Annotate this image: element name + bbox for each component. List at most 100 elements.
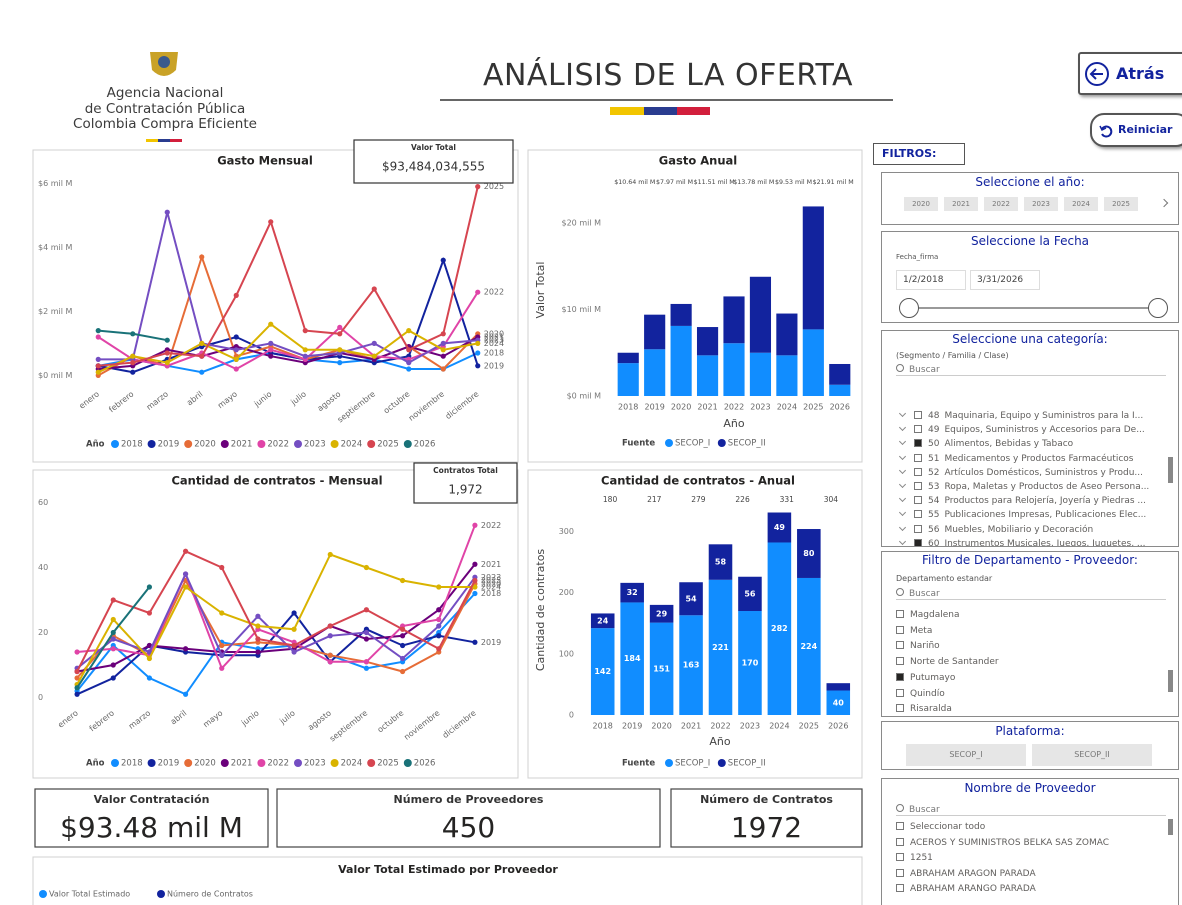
- department-item[interactable]: Nariño: [896, 641, 940, 651]
- logo-line: Colombia Compra Eficiente: [73, 116, 257, 132]
- series-point: [363, 607, 370, 613]
- provider-item[interactable]: ABRAHAM ARANGO PARADA: [896, 884, 1036, 894]
- legend-label: 2019: [158, 440, 180, 450]
- category-item[interactable]: 55 Publicaciones Impresas, Publicaciones …: [898, 509, 1146, 520]
- series-point: [146, 675, 153, 681]
- department-label: Nariño: [910, 641, 940, 652]
- provider-label: 1251: [910, 853, 933, 863]
- legend-label: 2025: [377, 440, 399, 450]
- logo: [146, 52, 182, 142]
- scroll-arrow[interactable]: [1159, 198, 1169, 208]
- category-item[interactable]: 51 Medicamentos y Productos Farmacéuticos: [898, 452, 1134, 464]
- platform-chip[interactable]: SECOP_I: [906, 744, 1026, 766]
- series-point: [268, 219, 274, 225]
- total-label: 331: [780, 495, 795, 504]
- series-point: [436, 607, 442, 613]
- department-item[interactable]: Meta: [896, 625, 932, 636]
- series-point: [146, 610, 153, 616]
- x-tick-label: 2022: [724, 403, 744, 412]
- category-item[interactable]: 54 Productos para Relojería, Joyería y Pi…: [898, 495, 1146, 506]
- total-label: $13.78 mil M: [733, 179, 774, 186]
- series-point: [110, 616, 116, 623]
- category-item[interactable]: 56 Muebles, Mobiliario y Decoración: [898, 523, 1093, 535]
- kpi-label: Valor Contratación: [94, 793, 210, 806]
- department-item[interactable]: Putumayo: [896, 672, 955, 683]
- series-point: [95, 328, 101, 334]
- category-item[interactable]: 48 Maquinaria, Equipo y Suministros para …: [898, 409, 1143, 421]
- department-item[interactable]: Risaralda: [896, 704, 952, 714]
- series-point: [95, 334, 101, 340]
- category-code: 49: [928, 425, 940, 436]
- series-point: [440, 331, 446, 337]
- series-point: [199, 369, 205, 375]
- platform-chip[interactable]: SECOP_II: [1032, 744, 1152, 766]
- slider-handle[interactable]: [899, 298, 919, 318]
- series-point: [472, 577, 478, 584]
- category-item[interactable]: 49 Equipos, Suministros y Accesorios para…: [898, 424, 1145, 436]
- title-flag-yellow: [610, 107, 644, 115]
- bar-segment: [649, 604, 674, 623]
- category-item[interactable]: 60 Instrumentos Musicales, Juegos, Juguet…: [898, 537, 1146, 546]
- series-point: [74, 668, 80, 675]
- y-tick-label: $0 mil M: [567, 392, 602, 401]
- series-point: [440, 340, 446, 346]
- scrollbar[interactable]: [1168, 457, 1173, 483]
- category-label: Alimentos, Bebidas y Tabaco: [944, 439, 1074, 450]
- year-chip[interactable]: 2024: [1064, 197, 1098, 211]
- category-code: 48: [928, 411, 940, 421]
- back-button[interactable]: Atrás: [1078, 52, 1182, 95]
- bar-segment: [620, 582, 644, 603]
- provider-item[interactable]: ABRAHAM ARAGON PARADA: [896, 868, 1036, 879]
- series-point: [440, 257, 446, 263]
- provider-item[interactable]: Seleccionar todo: [896, 822, 985, 832]
- y-tick-label: $6 mil M: [38, 179, 73, 188]
- provider-item[interactable]: 1251: [896, 853, 933, 863]
- x-tick-label: 2020: [671, 403, 691, 412]
- series-point: [268, 353, 274, 359]
- checkbox: [896, 688, 904, 697]
- legend-label: 2022: [267, 759, 289, 769]
- kpi-label: Número de Proveedores: [394, 793, 544, 806]
- year-chip[interactable]: 2021: [944, 197, 978, 211]
- category-item[interactable]: 50 Alimentos, Bebidas y Tabaco: [898, 438, 1074, 450]
- legend-swatch: [111, 759, 119, 767]
- year-chip[interactable]: 2025: [1104, 197, 1138, 211]
- series-point: [337, 360, 343, 366]
- total-label: 304: [824, 495, 839, 504]
- series-point: [363, 659, 370, 665]
- year-chip[interactable]: 2023: [1024, 197, 1058, 211]
- reset-button[interactable]: Reiniciar: [1090, 113, 1182, 147]
- year-chip[interactable]: 2022: [984, 197, 1018, 211]
- category-item[interactable]: 53 Ropa, Maletas y Productos de Aseo Pers…: [898, 480, 1149, 492]
- slider-handle[interactable]: [1148, 298, 1168, 318]
- series-point: [268, 340, 274, 346]
- y-tick-label: 200: [559, 588, 574, 597]
- series-point: [406, 347, 412, 353]
- slicer-title: Seleccione el año:: [975, 175, 1085, 189]
- bar-value-label: 80: [803, 549, 815, 558]
- bar-value-label: 32: [627, 588, 638, 597]
- department-item[interactable]: Quindío: [896, 688, 945, 699]
- department-item[interactable]: Norte de Santander: [896, 657, 999, 667]
- year-chip[interactable]: 2020: [904, 197, 938, 211]
- search-box[interactable]: Buscar: [896, 588, 1166, 600]
- scrollbar[interactable]: [1168, 670, 1173, 692]
- checkbox: [896, 868, 904, 877]
- date-end[interactable]: 3/31/2026: [970, 270, 1040, 290]
- date-start[interactable]: 1/2/2018: [896, 270, 966, 290]
- search-box[interactable]: Buscar: [896, 364, 1166, 376]
- x-axis-title: Año: [723, 417, 744, 430]
- series-line: [97, 291, 479, 371]
- category-item[interactable]: 52 Artículos Domésticos, Suministros y Pr…: [898, 466, 1143, 478]
- bar-segment: [644, 314, 666, 350]
- scrollbar[interactable]: [1168, 819, 1173, 835]
- provider-item[interactable]: ACEROS Y SUMINISTROS BELKA SAS ZOMAC: [896, 837, 1109, 848]
- legend-swatch: [220, 759, 229, 767]
- x-tick-label: 2023: [740, 722, 760, 731]
- bar-segment: [620, 602, 644, 715]
- department-item[interactable]: Magdalena: [896, 610, 959, 620]
- expand-chevron: [898, 495, 907, 503]
- series-point: [146, 584, 153, 590]
- series-point: [436, 646, 442, 652]
- search-box[interactable]: Buscar: [896, 804, 1166, 816]
